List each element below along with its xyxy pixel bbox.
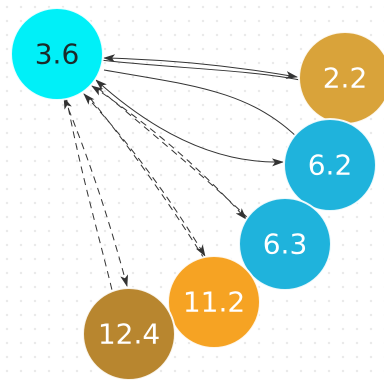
node-circle[interactable] (10, 7, 104, 101)
node-label: 12.4 (98, 318, 160, 351)
node-n36[interactable]: 3.6 (10, 7, 104, 101)
edge-n36-n112[interactable] (83, 93, 206, 257)
node-n22[interactable]: 2.2 (298, 31, 384, 125)
edge-n36-n22[interactable] (103, 54, 298, 80)
node-circle[interactable] (238, 197, 332, 291)
node-label: 3.6 (35, 38, 80, 71)
node-label: 2.2 (323, 62, 368, 95)
nodes-layer: 3.6 2.2 6.2 6.3 11.2 12.4 (10, 7, 384, 381)
edge-n36-n62[interactable] (95, 79, 284, 167)
node-n112[interactable]: 11.2 (167, 255, 261, 349)
edges-layer (63, 54, 301, 291)
node-circle[interactable] (283, 118, 377, 212)
node-n63[interactable]: 6.3 (238, 197, 332, 291)
edge-n36-n62-return[interactable] (103, 69, 301, 141)
node-circle[interactable] (82, 287, 176, 381)
node-label: 6.2 (308, 149, 353, 182)
edge-n36-n124[interactable] (63, 97, 129, 287)
node-label: 6.3 (263, 228, 308, 261)
edge-n36-n124-return[interactable] (65, 95, 113, 291)
node-n124[interactable]: 12.4 (82, 287, 176, 381)
edge-n36-n112-return[interactable] (89, 97, 206, 261)
node-n62[interactable]: 6.2 (283, 118, 377, 212)
node-label: 11.2 (183, 286, 245, 319)
edge-n36-n22-return[interactable] (99, 59, 301, 81)
node-circle[interactable] (167, 255, 261, 349)
edge-n36-n63[interactable] (91, 85, 247, 220)
